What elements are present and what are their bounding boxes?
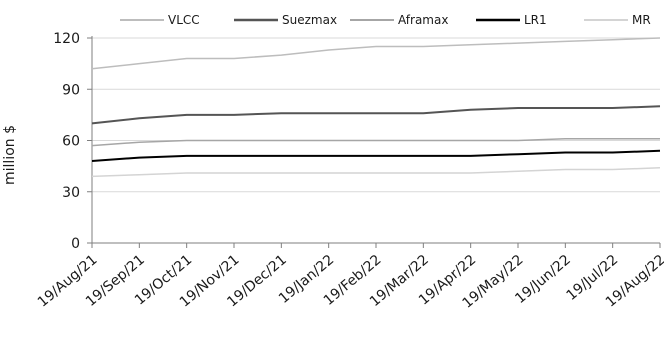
series-lines [91, 37, 661, 178]
y-tick-label: 0 [71, 236, 80, 252]
x-axis-tick-labels: 19/Aug/2119/Sep/2119/Oct/2119/Nov/2119/D… [35, 252, 664, 312]
legend-label-mr: MR [632, 13, 651, 27]
axes [87, 36, 661, 248]
y-tick-label: 60 [62, 134, 80, 150]
y-axis-label: million $ [2, 125, 18, 185]
series-line-lr1 [91, 149, 661, 162]
legend-label-lr1: LR1 [524, 13, 547, 27]
y-tick-label: 90 [62, 82, 80, 98]
y-tick-label: 30 [62, 185, 80, 201]
y-axis-tick-labels: 0 30 60 90 120 [53, 31, 80, 252]
legend-label-aframax: Aframax [398, 13, 448, 27]
legend-label-vlcc: VLCC [168, 13, 200, 27]
legend-label-suezmax: Suezmax [282, 13, 337, 27]
series-line-aframax [91, 138, 660, 147]
y-tick-label: 120 [53, 31, 80, 47]
legend: VLCC Suezmax Aframax LR1 MR [120, 13, 651, 27]
series-line-vlcc [91, 37, 661, 70]
series-line-suezmax [91, 105, 661, 125]
series-line-mr [91, 167, 661, 178]
